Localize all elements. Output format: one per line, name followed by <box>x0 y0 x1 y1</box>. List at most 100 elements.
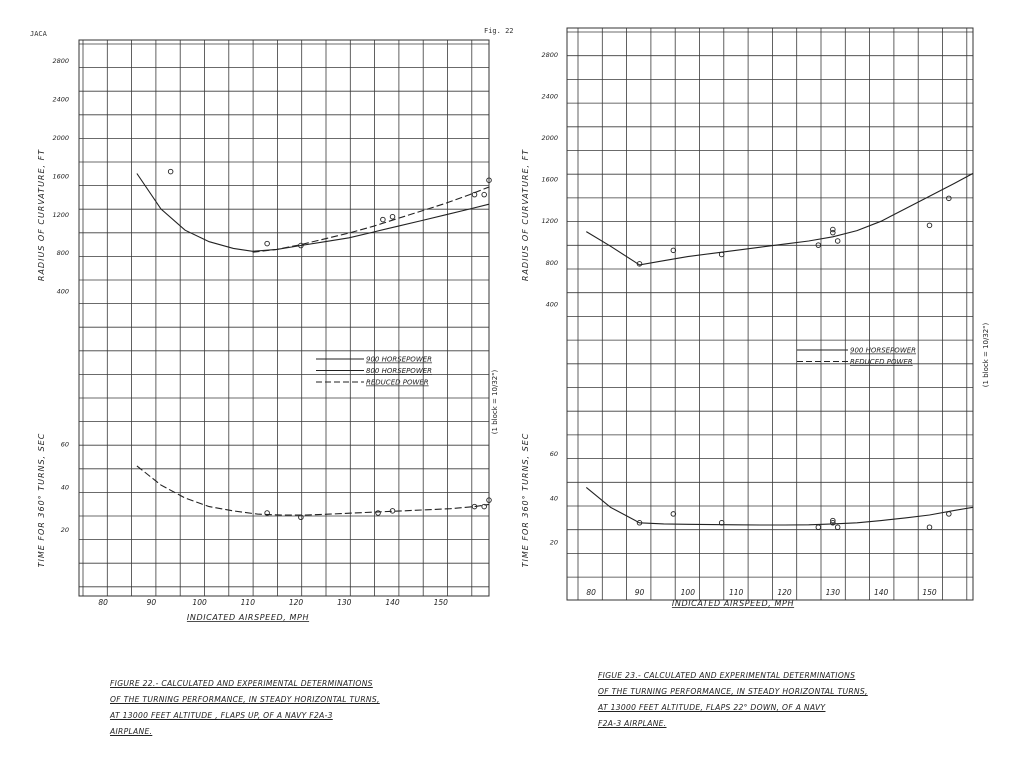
y-tick-label-radius: 400 <box>546 300 558 308</box>
caption-line: F2A-3 AIRPLANE. <box>598 719 667 728</box>
header-right-label: Fig. 22 <box>484 27 514 35</box>
caption-line: AIRPLANE. <box>110 727 153 736</box>
y-tick-label-radius: 2800 <box>52 57 69 65</box>
y-tick-label-radius: 1200 <box>52 211 69 219</box>
time-data-point <box>264 510 270 516</box>
legend-label: 900 HORSEPOWER <box>366 356 432 364</box>
x-axis-label: INDICATED AIRSPEED, MPH <box>187 613 309 622</box>
x-axis-label: INDICATED AIRSPEED, MPH <box>672 599 794 608</box>
radius-series-line <box>586 172 974 266</box>
x-tick-label: 120 <box>777 588 792 597</box>
y-tick-label-radius: 400 <box>57 288 69 296</box>
time-data-point <box>481 503 487 510</box>
y-tick-label-radius: 2800 <box>541 51 558 59</box>
time-data-point <box>389 508 396 514</box>
scale-note: (1 block = 10/32") <box>982 323 990 388</box>
radius-data-point <box>830 226 836 233</box>
y-tick-label-time: 60 <box>550 450 558 458</box>
radius-data-point <box>834 238 841 244</box>
legend-label: 900 HORSEPOWER <box>850 347 916 355</box>
legend: 900 HORSEPOWER REDUCED POWER <box>797 347 916 366</box>
x-tick-label: 140 <box>385 598 400 607</box>
x-tick-label: 80 <box>586 588 596 597</box>
x-tick-label: 150 <box>434 598 449 607</box>
y-tick-label-radius: 2400 <box>52 96 69 104</box>
radius-data-point <box>718 251 725 258</box>
time-series-line <box>585 486 974 526</box>
radius-data-point <box>264 240 270 247</box>
y-tick-label-time: 20 <box>61 526 69 534</box>
radius-data-point <box>486 177 492 183</box>
time-data-point <box>298 514 304 521</box>
x-tick-label: 90 <box>635 588 645 597</box>
radius-data-point <box>636 261 643 267</box>
caption-line: OF THE TURNING PERFORMANCE, IN STEADY HO… <box>110 695 380 704</box>
time-data-point <box>718 520 725 526</box>
y-tick-label-radius: 800 <box>57 249 69 257</box>
plot-frame <box>78 39 490 597</box>
legend-label: REDUCED POWER <box>850 358 913 366</box>
time-series-line <box>136 465 490 516</box>
time-data-point <box>830 520 836 526</box>
grid-lines <box>567 28 973 600</box>
time-data-point <box>946 511 952 517</box>
radius-data-point <box>926 222 933 229</box>
time-data-point <box>815 524 822 530</box>
time-data-point <box>486 497 492 503</box>
caption-line: FIGUE 23.- CALCULATED AND EXPERIMENTAL D… <box>598 671 856 680</box>
y-axis-label-radius: RADIUS OF CURVATURE, FT <box>37 149 46 281</box>
y-tick-label-radius: 2000 <box>52 134 69 142</box>
caption-line: AT 13000 FEET ALTITUDE, FLAPS 22° DOWN, … <box>598 703 826 712</box>
legend-label: 800 HORSEPOWER <box>366 367 432 375</box>
time-data-point <box>636 520 643 526</box>
radius-series-line <box>252 186 490 253</box>
caption-figure-23: FIGUE 23.- CALCULATED AND EXPERIMENTAL D… <box>598 668 868 732</box>
time-data-point <box>670 511 677 517</box>
grid-lines <box>79 40 489 596</box>
x-tick-label: 110 <box>241 598 256 607</box>
y-tick-label-radius: 1200 <box>541 217 558 225</box>
y-tick-label-time: 40 <box>61 483 69 491</box>
x-tick-label: 110 <box>729 588 744 597</box>
x-tick-label: 80 <box>98 598 108 607</box>
radius-data-point <box>167 168 174 175</box>
radius-data-point <box>481 191 487 198</box>
radius-data-point <box>830 229 836 236</box>
chart-figure-22: 80 90 100 110 120 130 140 150 INDICATED AIRSPEED… <box>37 39 499 622</box>
time-data-point <box>375 510 381 516</box>
x-tick-label: 140 <box>874 588 889 597</box>
legend: 900 HORSEPOWER 800 HORSEPOWER REDUCED POWE… <box>316 356 432 387</box>
x-tick-label: 90 <box>147 598 157 607</box>
time-data-point <box>926 524 933 530</box>
radius-data-point <box>471 191 478 198</box>
chart-figure-23: 80 90 100 110 120 130 140 150 INDICATED AIRSPEED… <box>521 27 990 608</box>
x-tick-label: 130 <box>337 598 352 607</box>
y-tick-label-radius: 1600 <box>541 176 558 184</box>
y-tick-label-time: 20 <box>550 539 558 547</box>
x-tick-label: 130 <box>826 588 841 597</box>
plot-frame <box>566 27 974 601</box>
radius-data-point <box>298 242 304 249</box>
y-tick-label-radius: 2000 <box>541 134 558 142</box>
y-tick-label-radius: 800 <box>546 259 558 267</box>
y-tick-label-radius: 2400 <box>541 92 558 100</box>
radius-data-point <box>670 247 677 254</box>
radius-data-point <box>815 242 822 248</box>
caption-figure-22: FIGURE 22.- CALCULATED AND EXPERIMENTAL … <box>110 676 380 740</box>
time-data-point <box>830 517 836 524</box>
legend-label: REDUCED POWER <box>366 379 429 387</box>
radius-data-point <box>389 213 396 220</box>
radius-series-line <box>136 173 490 252</box>
time-data-point <box>471 503 478 510</box>
x-tick-label: 150 <box>922 588 937 597</box>
y-axis-label-time: TIME FOR 360° TURNS, SEC <box>37 433 46 568</box>
x-tick-label: 100 <box>192 598 207 607</box>
scale-note: (1 block = 10/32") <box>491 370 499 435</box>
y-tick-label-time: 40 <box>550 494 558 502</box>
caption-line: AT 13000 FEET ALTITUDE , FLAPS UP, OF A … <box>110 711 333 720</box>
y-axis-label-time: TIME FOR 360° TURNS, SEC <box>521 433 530 568</box>
y-tick-label-radius: 1600 <box>52 172 69 180</box>
radius-data-point <box>380 216 386 223</box>
x-tick-label: 100 <box>681 588 696 597</box>
time-data-point <box>834 524 841 530</box>
